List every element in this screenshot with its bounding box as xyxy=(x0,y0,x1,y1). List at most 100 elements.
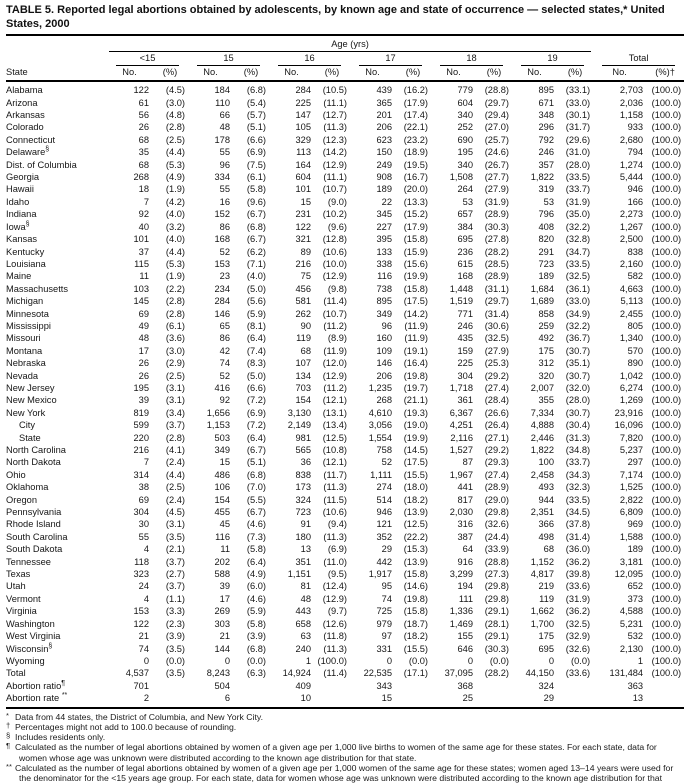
percent-cell: (28.2) xyxy=(484,668,509,679)
count-cell: 2,160 xyxy=(619,258,644,269)
state-name: Rhode Island xyxy=(6,519,61,530)
table-row: Indiana 92 (4.0) 152 (6.7) 231 (10.2) 345 (15.2)… xyxy=(6,208,684,220)
count-cell: 2,273 xyxy=(619,209,644,220)
count-cell: 69 xyxy=(138,494,149,505)
table-row: Montana 17 (3.0) 42 (7.4) 68 (11.9) 109 (19.1) 15… xyxy=(6,345,684,357)
count-cell: 944 xyxy=(538,494,554,505)
percent-cell: (12.8) xyxy=(322,234,347,245)
count-cell: 22 xyxy=(381,196,392,207)
table-title: TABLE 5. Reported legal abortions obtain… xyxy=(6,4,684,36)
no-header: No. xyxy=(512,65,557,83)
percent-cell: (7.0) xyxy=(246,482,266,493)
percent-cell: (4.0) xyxy=(246,271,266,282)
count-cell: 92 xyxy=(138,209,149,220)
count-cell: 373 xyxy=(627,593,644,604)
percent-cell: (13.1) xyxy=(322,407,347,418)
percent-cell: (5.8) xyxy=(246,184,266,195)
percent-cell: (28.0) xyxy=(565,159,591,170)
count-cell: 52 xyxy=(381,457,392,468)
count-cell: 10 xyxy=(269,692,314,709)
count-cell: 2,116 xyxy=(450,432,473,443)
count-cell: 435 xyxy=(457,333,473,344)
percent-cell xyxy=(557,692,594,709)
percent-cell: (100.0) xyxy=(651,308,682,319)
total-no-header: No. xyxy=(593,65,647,83)
percent-cell: (3.2) xyxy=(165,221,185,232)
percent-cell: (31.3) xyxy=(565,432,591,443)
percent-cell: (32.5) xyxy=(565,271,591,282)
count-cell: 351 xyxy=(295,556,311,567)
state-name: South Carolina xyxy=(6,531,68,542)
count-cell: 6 xyxy=(188,692,233,709)
count-cell: 160 xyxy=(376,333,392,344)
table-row: Minnesota 69 (2.8) 146 (5.9) 262 (10.7) 349 (14.… xyxy=(6,308,684,320)
count-cell: 2,007 xyxy=(530,382,554,393)
percent-cell: (12.4) xyxy=(322,581,347,592)
percent-cell: (24.6) xyxy=(484,147,509,158)
count-cell: 23 xyxy=(219,271,230,282)
percent-cell: (4.1) xyxy=(165,445,185,455)
percent-cell: (100.0) xyxy=(651,544,682,555)
count-cell: 153 xyxy=(214,258,230,269)
table-row: Oklahoma 38 (2.5) 106 (7.0) 173 (11.3) 274 (18.0… xyxy=(6,481,684,493)
percent-cell: (6.0) xyxy=(246,581,266,592)
percent-cell: (5.8) xyxy=(246,544,266,555)
count-cell: 52 xyxy=(219,370,230,381)
count-cell: 17 xyxy=(138,345,149,356)
percent-cell: (15.8) xyxy=(403,569,428,580)
count-cell: 216 xyxy=(295,258,311,269)
percent-cell: (100.0) xyxy=(651,97,682,108)
count-cell: 68 xyxy=(138,159,149,170)
percent-cell: (29.0) xyxy=(484,494,509,505)
table-row: Massachusetts 103 (2.2) 234 (5.0) 456 (9.8) 738… xyxy=(6,283,684,295)
percent-cell: (32.2) xyxy=(565,221,591,232)
percent-cell: (0.0) xyxy=(246,655,266,666)
percent-cell: (2.7) xyxy=(165,569,185,580)
state-name: New Mexico xyxy=(6,395,57,406)
percent-cell: (15.8) xyxy=(403,234,428,245)
count-cell: 331 xyxy=(376,643,392,654)
percent-cell: (100.0) xyxy=(651,581,682,592)
count-cell: 116 xyxy=(377,271,392,282)
percent-cell: (100.0) xyxy=(651,221,682,232)
pct-header: (%) xyxy=(233,65,269,83)
count-cell: 946 xyxy=(627,184,644,195)
percent-cell: (6.7) xyxy=(246,209,266,220)
percent-cell: (100.0) xyxy=(651,507,682,518)
percent-cell: (0.0) xyxy=(570,655,591,666)
percent-cell: (2.4) xyxy=(165,494,185,505)
count-cell: 225 xyxy=(295,97,311,108)
count-cell: 116 xyxy=(215,531,230,542)
count-cell: 442 xyxy=(376,556,392,567)
percent-cell: (3.4) xyxy=(165,407,185,418)
table-row: Arkansas 56 (4.8) 66 (5.7) 147 (12.7) 201 (17.4)… xyxy=(6,109,684,121)
count-cell: 1,448 xyxy=(449,283,473,294)
count-cell: 409 xyxy=(295,680,311,691)
percent-cell: (31.9) xyxy=(565,196,591,207)
count-cell: 2,455 xyxy=(619,308,644,319)
count-cell: 103 xyxy=(133,283,149,294)
table-row: North Dakota 7 (2.4) 15 (5.1) 36 (12.1) 52 (17.5… xyxy=(6,456,684,468)
count-cell: 90 xyxy=(300,320,311,331)
count-cell: 408 xyxy=(538,221,554,232)
percent-cell: (34.9) xyxy=(565,308,591,319)
count-cell: 52 xyxy=(219,246,230,257)
percent-cell: (17.9) xyxy=(403,97,428,108)
percent-cell: (100.0) xyxy=(651,345,682,356)
count-cell: 981 xyxy=(295,432,311,443)
count-cell: 657 xyxy=(457,209,473,220)
count-cell: 1,267 xyxy=(619,221,644,232)
percent-cell: (100.0) xyxy=(651,668,682,679)
percent-cell: (100.0) xyxy=(651,296,682,307)
percent-cell: (29.2) xyxy=(484,370,509,381)
count-cell: 122 xyxy=(133,618,149,629)
percent-cell: (17.5) xyxy=(403,457,428,468)
count-cell: 324 xyxy=(295,494,311,505)
percent-cell: (3.6) xyxy=(165,333,185,344)
count-cell: 1,527 xyxy=(449,445,473,455)
count-cell: 363 xyxy=(627,680,644,691)
count-cell: 296 xyxy=(538,122,554,133)
count-cell: 652 xyxy=(627,581,644,592)
count-cell: 7,334 xyxy=(530,407,554,418)
count-cell: 599 xyxy=(133,420,149,431)
